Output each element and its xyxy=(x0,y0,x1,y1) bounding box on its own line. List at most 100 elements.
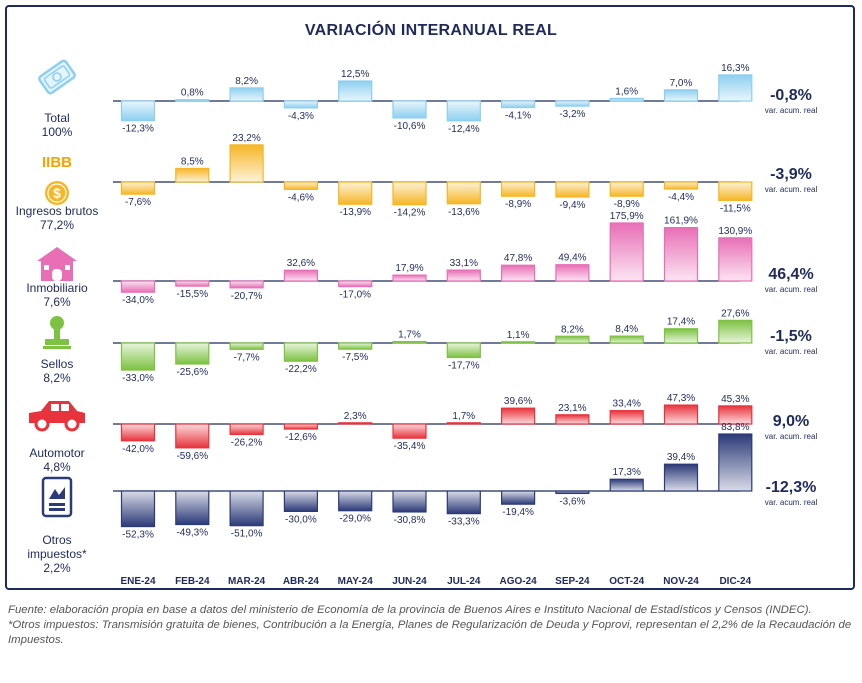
coin-icon: $ xyxy=(45,181,69,205)
data-label: -25,6% xyxy=(176,367,208,378)
series-share: 4,8% xyxy=(43,460,71,474)
data-label: 33,4% xyxy=(613,399,641,410)
bar xyxy=(338,422,373,425)
bar xyxy=(718,237,753,282)
data-label: 7,0% xyxy=(670,78,693,89)
bar xyxy=(120,181,156,195)
bar xyxy=(338,181,373,205)
bar xyxy=(338,490,373,512)
category-label: MAY-24 xyxy=(338,576,374,587)
bar xyxy=(663,404,699,425)
chart-canvas: -12,3% 0,8% 8,2% -4,3% 12,5% -10,6% -12,4% -4,1… xyxy=(16,59,818,587)
bar xyxy=(501,181,536,197)
series-row-4: -42,0% -59,6% -26,2% -12,6% 2,3% -35,4% 1,7% 39… xyxy=(29,393,817,474)
data-label: 8,2% xyxy=(561,324,584,335)
data-label: 23,2% xyxy=(232,133,260,144)
bar xyxy=(446,422,481,425)
bar xyxy=(609,410,644,425)
data-label: -17,7% xyxy=(448,361,480,372)
series-row-5: -52,3% -49,3% -51,0% -30,0% -29,0% -30,8% -33,… xyxy=(27,422,817,575)
category-label: MAR-24 xyxy=(228,576,266,587)
data-label: -30,0% xyxy=(285,514,317,525)
bar xyxy=(663,226,699,282)
data-label: -12,4% xyxy=(448,124,480,135)
data-label: -52,3% xyxy=(122,530,154,541)
data-label: -20,7% xyxy=(231,291,263,302)
data-label: -4,1% xyxy=(505,111,531,122)
bar xyxy=(283,100,318,109)
series-row-0: -12,3% 0,8% 8,2% -4,3% 12,5% -10,6% -12,4% -4,1… xyxy=(42,63,818,139)
data-label: -33,3% xyxy=(448,517,480,528)
accumulated-note: var. acum. real xyxy=(765,347,818,356)
data-label: -17,0% xyxy=(339,290,371,301)
series-tag: IIBB xyxy=(42,154,72,171)
bar xyxy=(555,335,590,344)
data-label: 47,3% xyxy=(667,393,695,404)
data-label: -42,0% xyxy=(122,444,154,455)
data-label: 23,1% xyxy=(558,403,586,414)
data-label: -49,3% xyxy=(176,528,208,539)
data-label: -13,6% xyxy=(448,207,480,218)
accumulated-value: 9,0% xyxy=(773,413,809,430)
chart-title: VARIACIÓN INTERANUAL REAL xyxy=(304,22,558,39)
data-label: 32,6% xyxy=(287,258,315,269)
bar xyxy=(555,414,590,425)
data-label: -19,4% xyxy=(502,507,534,518)
bar xyxy=(120,490,156,528)
svg-text:$: $ xyxy=(53,185,61,201)
bar xyxy=(718,433,753,492)
bar xyxy=(175,342,210,365)
series-name-cont: impuestos* xyxy=(27,547,87,561)
data-label: -3,2% xyxy=(559,109,585,120)
series-share: 77,2% xyxy=(40,218,74,232)
category-label: DIC-24 xyxy=(719,576,751,587)
data-label: 17,3% xyxy=(613,467,641,478)
category-label: JUL-24 xyxy=(447,576,481,587)
bar xyxy=(283,423,318,430)
data-label: 33,1% xyxy=(450,258,478,269)
series-name: Inmobiliario xyxy=(26,281,88,295)
data-label: -30,8% xyxy=(394,515,426,526)
data-label: 49,4% xyxy=(558,253,586,264)
data-label: -51,0% xyxy=(231,529,263,540)
series-name: Total xyxy=(44,111,69,125)
data-label: 1,7% xyxy=(398,330,421,341)
bar xyxy=(501,341,536,344)
bar xyxy=(609,335,644,344)
bar xyxy=(175,99,210,102)
data-label: -4,6% xyxy=(288,192,314,203)
bar xyxy=(175,423,210,449)
bar xyxy=(120,280,156,293)
data-label: -7,7% xyxy=(234,352,260,363)
car-icon xyxy=(29,401,85,432)
bar xyxy=(283,181,318,190)
data-label: 12,5% xyxy=(341,69,369,80)
bar xyxy=(446,490,481,515)
data-label: -7,6% xyxy=(125,197,151,208)
accumulated-value: -0,8% xyxy=(770,87,812,104)
bar xyxy=(718,181,753,201)
category-label: SEP-24 xyxy=(555,576,590,587)
footnote-other-taxes: *Otros impuestos: Transmisión gratuita d… xyxy=(8,619,852,646)
bar xyxy=(338,280,373,288)
data-label: -14,2% xyxy=(394,208,426,219)
bar xyxy=(120,342,156,371)
series-share: 8,2% xyxy=(43,371,71,385)
bar xyxy=(555,100,590,107)
data-label: -59,6% xyxy=(176,451,208,462)
accumulated-value: -12,3% xyxy=(766,479,817,496)
series-name: Ingresos brutos xyxy=(16,204,99,218)
data-label: -4,3% xyxy=(288,111,314,122)
series-row-2: -34,0% -15,5% -20,7% 32,6% -17,0% 17,9% 33,1% 4… xyxy=(26,211,817,309)
data-label: 1,6% xyxy=(615,86,638,97)
category-label: AGO-24 xyxy=(499,576,537,587)
bar xyxy=(283,490,318,512)
data-label: -35,4% xyxy=(394,441,426,452)
data-label: 83,8% xyxy=(721,422,749,433)
bar xyxy=(338,80,373,102)
data-label: 47,8% xyxy=(504,253,532,264)
series-row-1: -7,6% 8,5% 23,2% -4,6% -13,9% -14,2% -13,6% -8,… xyxy=(16,133,818,232)
bar xyxy=(392,423,427,439)
bar xyxy=(718,319,753,344)
category-label: FEB-24 xyxy=(175,576,210,587)
